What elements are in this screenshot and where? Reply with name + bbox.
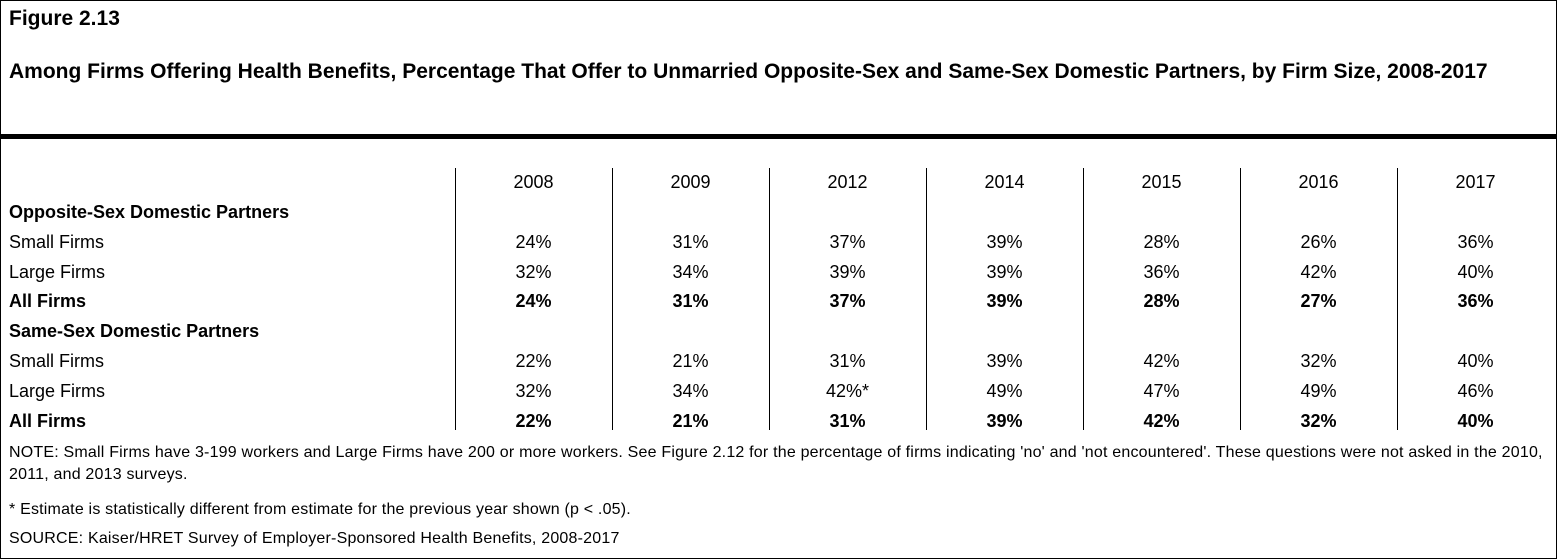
table-cell: 37% [829,231,866,252]
table-cell: 36% [1457,231,1494,252]
table-cell: 32% [515,380,552,401]
table-cell: 28% [1143,291,1180,312]
row-label: All Firms [9,291,87,312]
row-label: Large Firms [9,380,106,401]
row-label: Small Firms [9,351,104,371]
column-divider [769,168,770,430]
table-cell: 39% [986,261,1023,282]
table-cell: 49% [1300,380,1337,401]
table-cell: 47% [1143,380,1180,401]
column-header-2016: 2016 [1298,172,1339,192]
table-cell: 34% [672,380,709,401]
column-divider [926,168,927,430]
table-cell: 28% [1143,231,1180,252]
table-cell: 49% [986,380,1023,401]
table-cell: 39% [986,291,1023,312]
title-rule [1,134,1556,139]
figure-label: Figure 2.13 [9,7,120,30]
table-cell: 42% [1143,410,1180,431]
column-divider [1397,168,1398,430]
table-cell: 40% [1457,410,1494,431]
table-cell: 24% [515,231,552,252]
column-header-2014: 2014 [984,172,1025,192]
table-cell: 36% [1457,291,1494,312]
table-cell: 21% [672,351,709,371]
column-divider [1240,168,1241,430]
column-header-2008: 2008 [513,172,554,192]
table-cell: 39% [986,231,1023,252]
table-cell: 32% [1300,410,1337,431]
column-header-2017: 2017 [1455,172,1496,192]
table-cell: 37% [829,291,866,312]
footnote-text: * Estimate is statistically different fr… [9,501,631,518]
table-cell: 34% [672,261,709,282]
column-header-2009: 2009 [670,172,711,192]
table-cell: 31% [672,291,709,312]
table-cell: 22% [515,351,552,371]
row-label: Small Firms [9,231,104,252]
note-text: NOTE: Small Firms have 3-199 workers and… [9,444,1543,483]
table-cell: 39% [986,351,1023,371]
section-heading: Same-Sex Domestic Partners [9,321,260,342]
table-cell: 46% [1457,380,1494,401]
row-label: All Firms [9,410,87,431]
table-cell: 36% [1143,261,1180,282]
table-cell: 26% [1300,231,1337,252]
table-cell: 31% [829,410,866,431]
column-divider [612,168,613,430]
table-cell: 32% [515,261,552,282]
table-cell: 22% [515,410,552,431]
table-cell: 39% [829,261,866,282]
column-header-2015: 2015 [1141,172,1182,192]
table-cell: 42% [1143,351,1180,371]
table-cell: 21% [672,410,709,431]
figure-title: Among Firms Offering Health Benefits, Pe… [9,60,1488,83]
table-cell: 39% [986,410,1023,431]
column-divider [1083,168,1084,430]
column-header-2012: 2012 [827,172,868,192]
table-cell: 24% [515,291,552,312]
table-cell: 31% [829,351,866,371]
table-cell: 40% [1457,261,1494,282]
table-cell: 32% [1300,351,1337,371]
table-cell: 31% [672,231,709,252]
row-label: Large Firms [9,261,106,282]
source-text: SOURCE: Kaiser/HRET Survey of Employer-S… [9,530,620,547]
table-cell: 40% [1457,351,1494,371]
table-cell: 42% [1300,261,1337,282]
column-divider [455,168,456,430]
table-cell: 42%* [825,380,870,401]
table-cell: 27% [1300,291,1337,312]
section-heading: Opposite-Sex Domestic Partners [9,202,290,222]
